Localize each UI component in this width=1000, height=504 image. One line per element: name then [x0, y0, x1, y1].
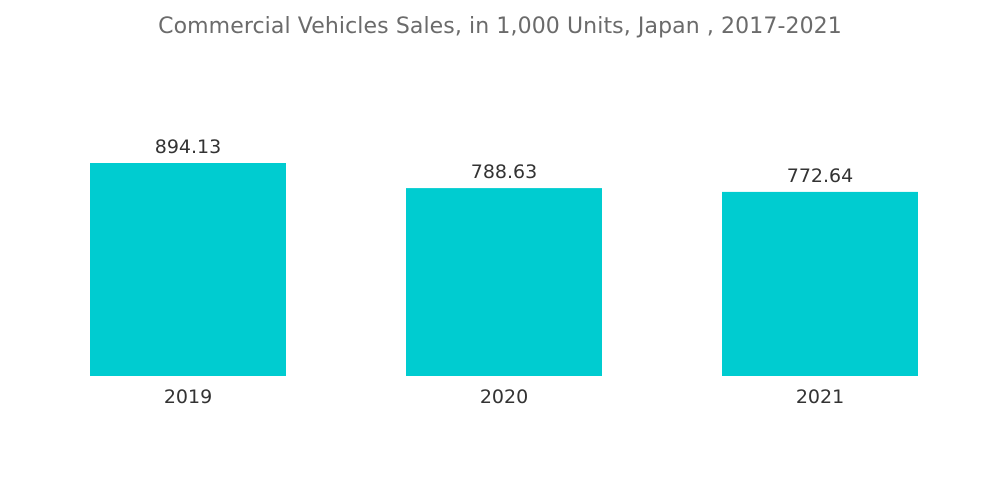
data-label-2019: 894.13 — [155, 136, 221, 158]
x-tick-label-2021: 2021 — [796, 386, 844, 408]
bar-2021 — [722, 191, 918, 376]
bar-2019 — [90, 163, 286, 376]
data-label-2020: 788.63 — [471, 161, 537, 183]
chart-title: Commercial Vehicles Sales, in 1,000 Unit… — [158, 14, 842, 39]
bar-2020 — [406, 188, 602, 376]
data-label-2021: 772.64 — [787, 165, 853, 187]
x-tick-label-2019: 2019 — [164, 386, 212, 408]
x-tick-label-2020: 2020 — [480, 386, 528, 408]
